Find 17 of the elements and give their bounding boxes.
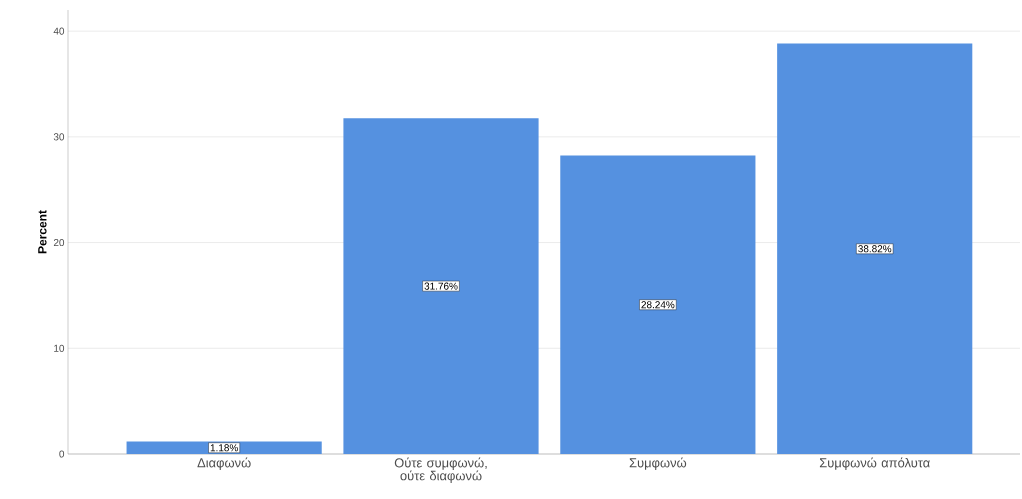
- x-tick-label: Συμφωνώ απόλυτα: [819, 457, 930, 470]
- y-tick-label: 20: [53, 239, 65, 247]
- bar: [343, 118, 539, 454]
- data-label: 28.24%: [641, 301, 675, 309]
- x-tick-label: Διαφωνώ: [197, 457, 251, 470]
- bar: [777, 43, 973, 454]
- data-label: 38.82%: [858, 245, 892, 253]
- y-axis-title: Percent: [38, 210, 47, 254]
- data-label: 31.76%: [424, 282, 458, 290]
- y-tick-label: 40: [53, 27, 65, 35]
- x-tick-label: Συμφωνώ: [629, 457, 687, 470]
- y-tick-label: 30: [53, 133, 65, 141]
- y-tick-label: 0: [59, 450, 65, 458]
- x-tick-label: Ούτε συμφωνώ, ούτε διαφωνώ: [394, 457, 487, 483]
- bar: [560, 155, 756, 454]
- data-label: 1.18%: [210, 444, 238, 452]
- y-tick-label: 10: [54, 344, 65, 352]
